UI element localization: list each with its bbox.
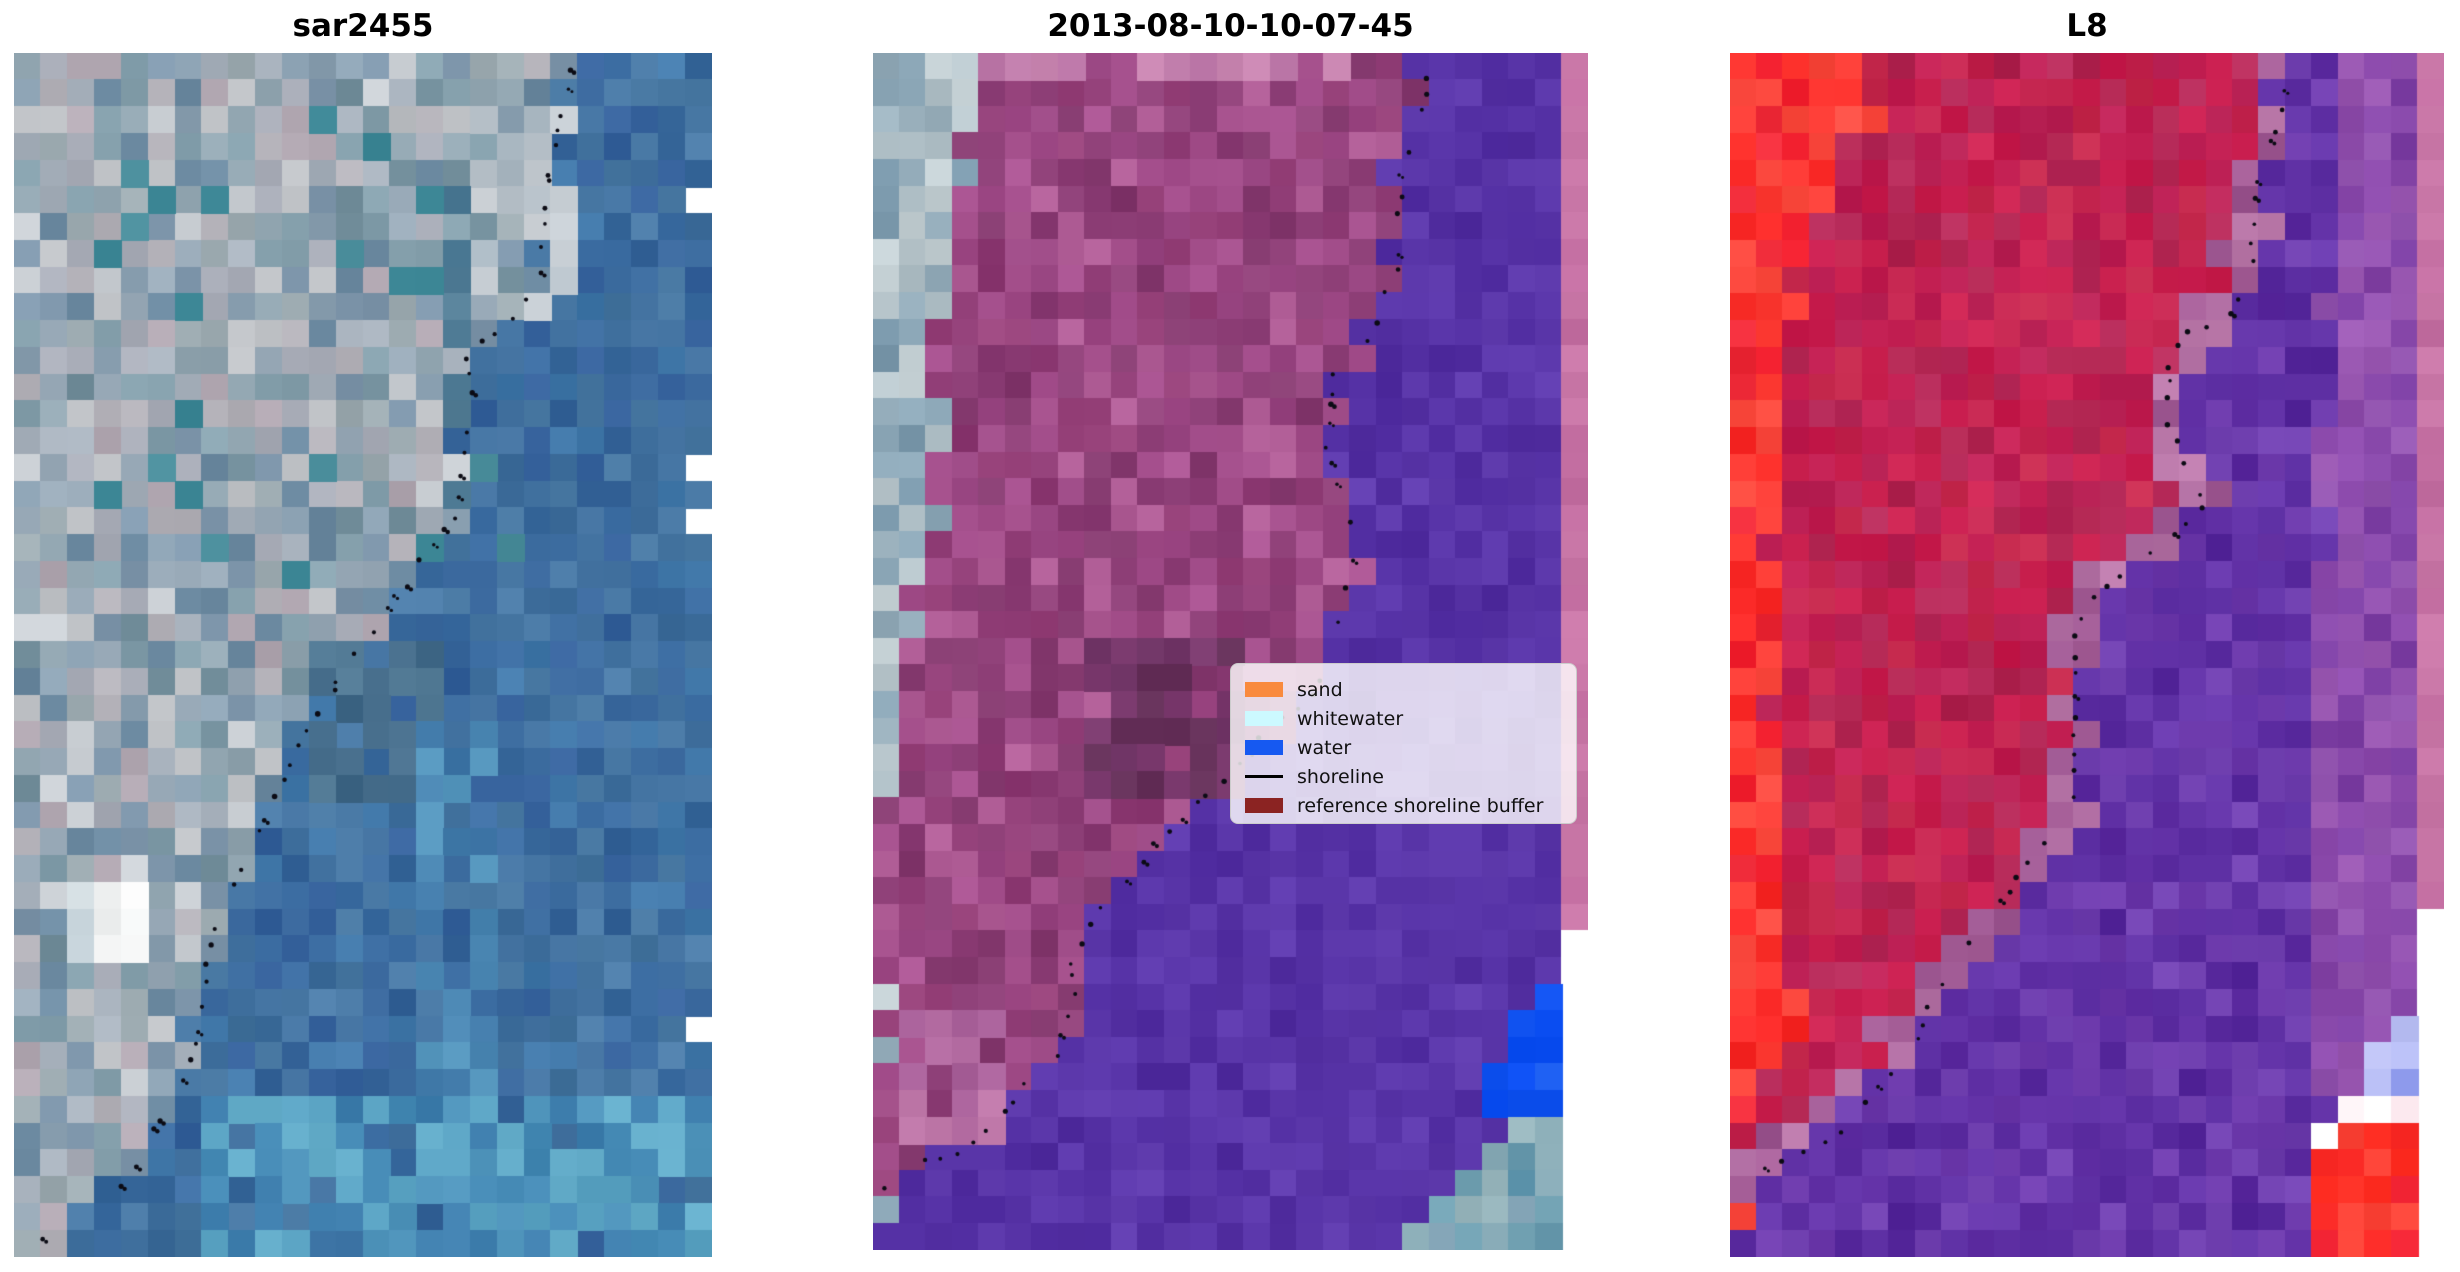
panel-title-l8: L8	[2066, 8, 2108, 44]
reference-buffer-swatch	[1245, 798, 1283, 813]
legend-row-reference-buffer: reference shoreline buffer	[1245, 791, 1562, 820]
panel-classified	[873, 53, 1588, 1250]
l8-image	[1730, 53, 2444, 1257]
legend-label-reference-buffer: reference shoreline buffer	[1297, 794, 1544, 817]
legend-row-whitewater: whitewater	[1245, 704, 1562, 733]
classified-image	[873, 53, 1588, 1250]
sar2455-image	[14, 53, 712, 1257]
shoreline-line-swatch	[1245, 775, 1283, 778]
sand-swatch	[1245, 682, 1283, 697]
legend-row-sand: sand	[1245, 675, 1562, 704]
legend-label-sand: sand	[1297, 678, 1343, 701]
panel-sar2455	[14, 53, 712, 1257]
legend-row-shoreline: shoreline	[1245, 762, 1562, 791]
legend-label-water: water	[1297, 736, 1352, 759]
panel-title-date: 2013-08-10-10-07-45	[1047, 8, 1414, 44]
water-swatch	[1245, 740, 1283, 755]
legend-label-whitewater: whitewater	[1297, 707, 1404, 730]
legend-label-shoreline: shoreline	[1297, 765, 1384, 788]
whitewater-swatch	[1245, 711, 1283, 726]
panel-title-sar2455: sar2455	[292, 8, 434, 44]
legend-row-water: water	[1245, 733, 1562, 762]
legend: sand whitewater water shoreline referenc…	[1230, 663, 1577, 824]
panel-l8	[1730, 53, 2444, 1257]
